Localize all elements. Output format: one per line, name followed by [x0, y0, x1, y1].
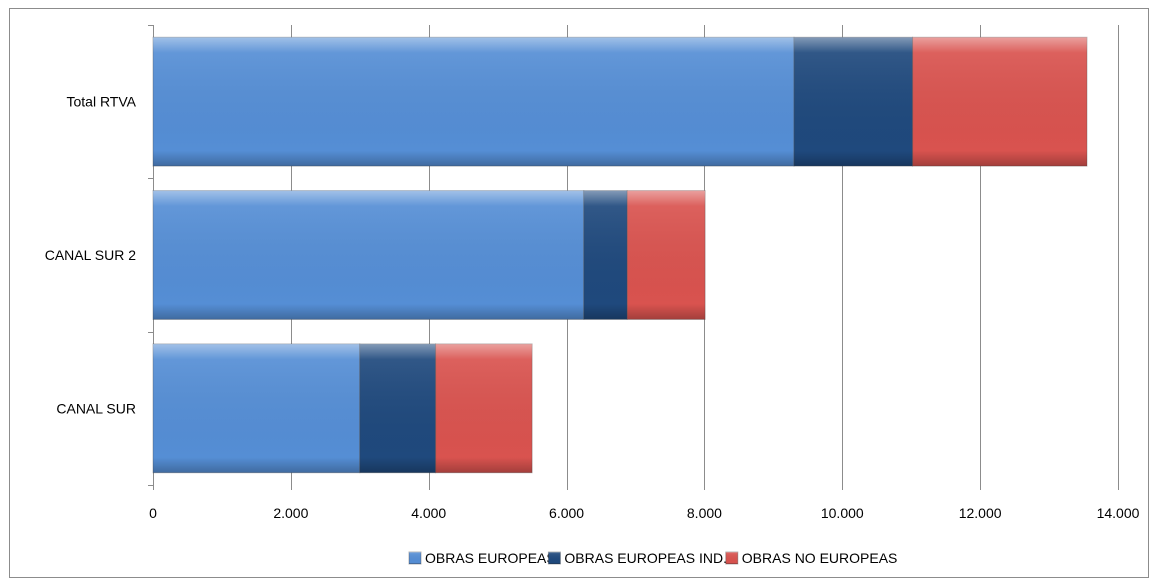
x-tick-label: 8.000: [687, 505, 722, 521]
legend-label: OBRAS NO EUROPEAS: [742, 550, 898, 566]
category-label: CANAL SUR 2: [45, 247, 137, 263]
x-tick-label: 2.000: [273, 505, 308, 521]
category-label: CANAL SUR: [56, 400, 136, 416]
bar-segment-shade: [359, 343, 436, 473]
bar-segment-shade: [912, 37, 1087, 167]
category-label: Total RTVA: [66, 94, 136, 110]
bar-segment-shade: [153, 343, 360, 473]
bars: [152, 36, 1088, 474]
x-tick-label: 4.000: [411, 505, 446, 521]
legend-label: OBRAS EUROPEAS: [425, 550, 556, 566]
x-tick-label: 14.000: [1097, 505, 1140, 521]
x-tick-label: 0: [149, 505, 157, 521]
bar-segment-shade: [153, 37, 795, 167]
bar-segment-shade: [583, 190, 628, 320]
x-tick-label: 12.000: [959, 505, 1002, 521]
bar-segment-shade: [794, 37, 913, 167]
legend-swatch-shade: [409, 552, 421, 564]
x-tick-label: 10.000: [821, 505, 864, 521]
bar-segment-shade: [627, 190, 706, 320]
legend: OBRAS EUROPEAS OBRAS EUROPEAS IND. OBRAS N…: [408, 550, 898, 566]
legend-swatch-shade: [548, 552, 561, 564]
bar-segment-shade: [435, 343, 533, 473]
bar-segment-shade: [153, 190, 584, 320]
legend-swatch-shade: [725, 552, 738, 564]
x-tick-label: 6.000: [549, 505, 584, 521]
legend-label: OBRAS EUROPEAS IND.: [564, 550, 727, 566]
axis-labels: 0 2.000 4.000 6.000 8.000 10.000 12.000 14.000 C…: [45, 94, 1140, 521]
